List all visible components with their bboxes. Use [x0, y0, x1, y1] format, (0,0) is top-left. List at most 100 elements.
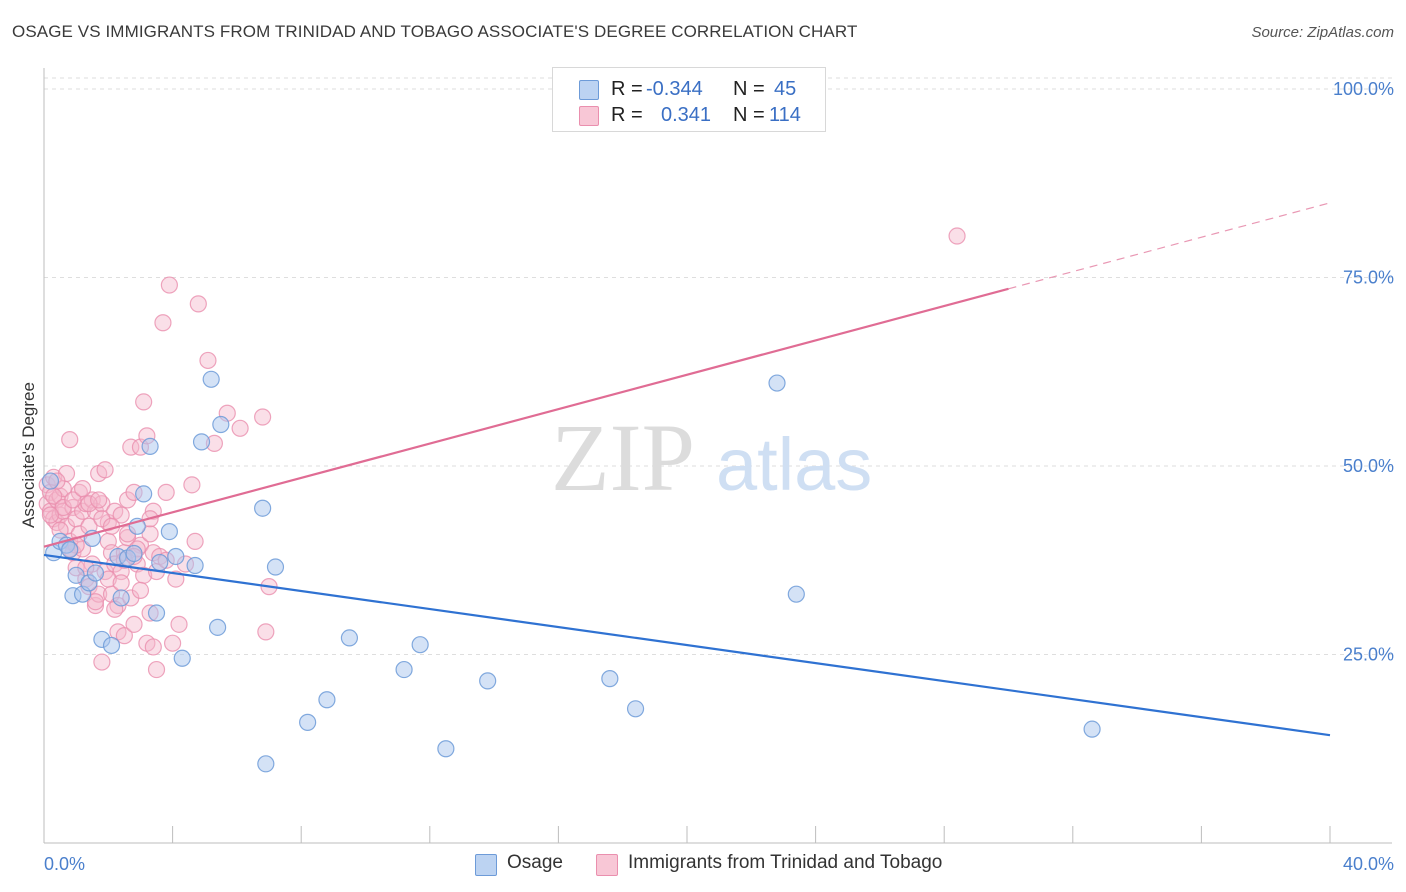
y-tick-labels: 25.0% 50.0% 75.0% 100.0% [1333, 79, 1394, 665]
osage-point [151, 553, 169, 572]
osage-point [437, 740, 455, 758]
stats-legend: R = -0.344 N = 45 R = 0.341 N = 114 [552, 67, 826, 132]
osage-point [202, 370, 220, 388]
osage-point [67, 566, 85, 584]
osage-point [212, 415, 230, 434]
trinidad-point [112, 506, 130, 524]
trinidad-point [64, 491, 82, 509]
osage-trend-line [43, 553, 1331, 737]
osage-point [186, 556, 204, 575]
legend-r-value: -0.344 [646, 78, 703, 100]
trinidad-point [164, 634, 182, 652]
trinidad-point [86, 596, 105, 615]
osage-point [160, 522, 178, 541]
trinidad-point [122, 438, 140, 456]
legend-n-value: 45 [774, 78, 797, 100]
osage-point [173, 649, 191, 667]
trinidad-point [118, 529, 137, 547]
trinidad-point [80, 495, 98, 513]
osage-point [479, 672, 497, 690]
trinidad-point [73, 480, 92, 498]
osage-point [1083, 720, 1101, 738]
osage-point [61, 541, 79, 559]
trinidad-point [257, 623, 275, 641]
bottom-label-osage: Osage [507, 852, 563, 873]
watermark: ZIP atlas [551, 404, 872, 511]
osage-point [125, 544, 143, 563]
trinidad-point [231, 419, 249, 437]
trinidad-point [131, 581, 150, 600]
legend-r-label: R = [611, 104, 643, 126]
legend-swatch-osage [579, 80, 599, 100]
osage-point [254, 499, 272, 517]
bottom-swatch-osage [475, 854, 497, 876]
y-axis-label: Associate's Degree [19, 382, 38, 528]
osage-point [601, 670, 619, 688]
osage-point [209, 618, 227, 636]
osage-point [112, 589, 130, 607]
trinidad-point [93, 653, 111, 671]
trinidad-point [189, 295, 207, 313]
osage-point [299, 713, 317, 731]
legend-row-trinidad: R = 0.341 N = 114 [553, 102, 825, 130]
legend-n-label: N = [733, 104, 765, 126]
osage-point [192, 433, 211, 451]
legend-n-label: N = [733, 78, 765, 100]
legend-row-osage: R = -0.344 N = 45 [553, 76, 825, 104]
trinidad-point [115, 627, 133, 645]
osage-point [102, 636, 121, 655]
trinidad-point [125, 615, 143, 633]
bottom-legend-trinidad: Immigrants from Trinidad and Tobago [596, 851, 996, 879]
bottom-legend-osage: Osage [475, 851, 595, 879]
trinidad-point [154, 314, 172, 332]
osage-point [395, 660, 413, 679]
y-tick-label: 25.0% [1343, 645, 1394, 665]
watermark-zip: ZIP [551, 404, 695, 511]
trinidad-point [112, 574, 130, 592]
bottom-swatch-trinidad [596, 854, 618, 876]
trinidad-point [96, 461, 114, 479]
trinidad-point [186, 532, 204, 551]
legend-r-label: R = [611, 78, 643, 100]
x-tick-marks [43, 826, 1331, 843]
series-osage-points [41, 370, 1101, 773]
axes [43, 68, 1392, 844]
trend-lines [43, 202, 1331, 737]
trinidad-point [160, 276, 178, 294]
trinidad-point [141, 525, 159, 543]
osage-point [167, 547, 185, 566]
chart-source: Source: ZipAtlas.com [1251, 24, 1394, 41]
trinidad-point [144, 638, 162, 656]
trinidad-trend-line [43, 287, 1009, 548]
osage-point [340, 629, 359, 647]
trinidad-point [86, 593, 105, 611]
osage-point [86, 564, 105, 582]
trinidad-trend-extension [1008, 202, 1331, 290]
x-tick-label-max: 40.0% [1343, 854, 1394, 874]
y-tick-label: 50.0% [1343, 456, 1394, 476]
osage-point [141, 437, 159, 455]
osage-point [41, 472, 60, 490]
trinidad-point [157, 483, 175, 501]
trinidad-point [170, 615, 188, 633]
watermark-atlas: atlas [716, 423, 872, 506]
trinidad-point [254, 408, 272, 426]
trinidad-point [90, 491, 108, 509]
legend-n-value: 114 [769, 104, 801, 126]
osage-point [266, 558, 285, 576]
trinidad-point [61, 431, 79, 449]
legend-swatch-trinidad [579, 106, 599, 126]
chart-title: OSAGE VS IMMIGRANTS FROM TRINIDAD AND TO… [12, 22, 858, 41]
trinidad-point [135, 393, 153, 411]
bottom-label-trinidad: Immigrants from Trinidad and Tobago [628, 852, 943, 873]
y-tick-label: 100.0% [1333, 79, 1394, 99]
x-tick-label-min: 0.0% [44, 854, 85, 874]
y-tick-label: 75.0% [1343, 268, 1394, 288]
osage-point [147, 604, 166, 622]
osage-point [411, 636, 429, 654]
osage-point [787, 585, 805, 603]
osage-point [257, 755, 275, 773]
trinidad-point [199, 351, 217, 370]
osage-point [768, 374, 786, 392]
